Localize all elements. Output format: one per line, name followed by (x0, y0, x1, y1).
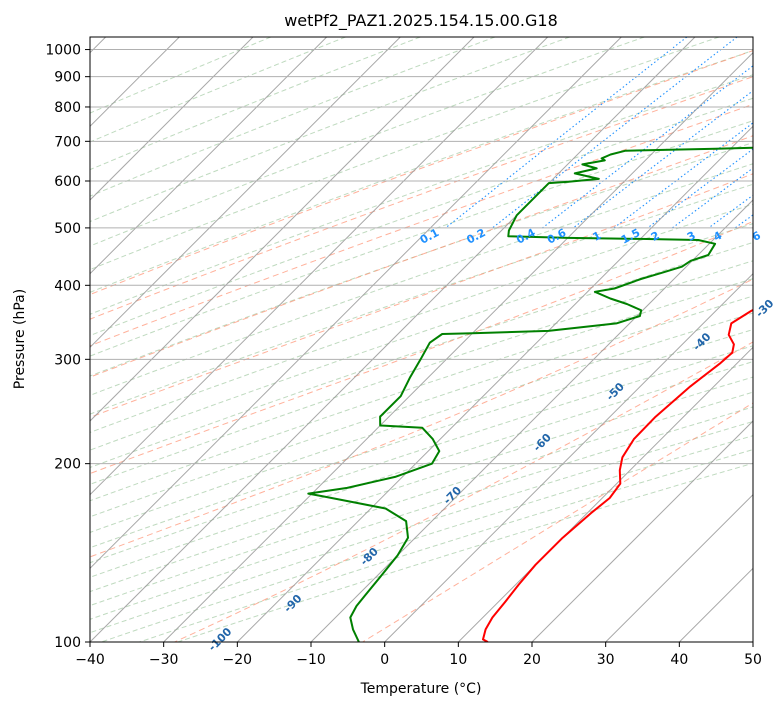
x-tick-label: 30 (597, 652, 615, 668)
x-tick-label: 40 (670, 652, 688, 668)
dry-adiabat (90, 50, 753, 293)
dry-adiabat (90, 345, 753, 564)
isotherm (90, 37, 549, 496)
y-tick-label: 1000 (45, 43, 81, 59)
y-tick-label: 100 (54, 635, 81, 651)
y-tick-label: 900 (54, 70, 81, 86)
x-axis: −40 −30 −20 −10 0 10 20 30 40 50 (75, 642, 762, 668)
dry-adiabat (90, 241, 753, 469)
isotherm (531, 420, 753, 642)
dewpoint-profile (307, 146, 753, 642)
dry-adiabat-label: -30 (753, 297, 775, 320)
y-tick-label: 500 (54, 221, 81, 237)
moist-adiabat (90, 76, 753, 320)
dry-adiabat (90, 37, 346, 143)
dry-adiabat (90, 361, 753, 578)
profiles (307, 146, 753, 642)
plot-area (90, 37, 753, 642)
temperature-profile (482, 308, 753, 642)
mixing-ratio-line (572, 90, 753, 229)
moist-adiabat (90, 173, 753, 418)
isotherm (310, 199, 753, 642)
plot-frame (89, 36, 754, 643)
y-tick-label: 400 (54, 278, 81, 294)
isotherm (90, 37, 475, 422)
mixing-ratio-line (672, 167, 753, 229)
dry-adiabat (90, 329, 753, 549)
dry-adiabat (90, 37, 421, 171)
x-tick-label: 50 (744, 652, 762, 668)
isotherm (163, 51, 753, 642)
y-axis: 1000 900 800 700 600 500 400 300 200 100 (45, 43, 90, 651)
moist-adiabat (90, 50, 753, 296)
isotherm (90, 37, 622, 570)
isotherm (90, 37, 254, 201)
dry-adiabat (90, 163, 753, 396)
isotherm (752, 641, 753, 642)
x-tick-label: −30 (149, 652, 179, 668)
x-tick-label: 0 (380, 652, 389, 668)
isotherm (90, 37, 401, 349)
x-tick-label: −20 (223, 652, 253, 668)
isotherm (236, 125, 753, 642)
dry-adiabat (90, 142, 753, 377)
dry-adiabat (90, 278, 753, 502)
isotherm (384, 272, 753, 642)
x-axis-label: Temperature (°C) (360, 681, 482, 697)
y-axis-label: Pressure (hPa) (12, 289, 28, 389)
dry-adiabat (90, 97, 753, 337)
y-tick-label: 200 (54, 457, 81, 473)
dry-adiabat (90, 376, 753, 593)
isotherm (605, 493, 753, 642)
isotherm (90, 37, 328, 275)
reference-lines (90, 37, 753, 642)
isotherm (90, 37, 696, 642)
y-tick-label: 600 (54, 174, 81, 190)
chart-title: wetPf2_PAZ1.2025.154.15.00.G18 (284, 11, 558, 31)
dry-adiabat (90, 295, 753, 518)
dry-adiabat (90, 37, 570, 223)
x-tick-label: −40 (75, 652, 105, 668)
mixing-ratio-line (542, 65, 753, 229)
x-tick-label: 10 (449, 652, 467, 668)
x-tick-label: 20 (523, 652, 541, 668)
moist-adiabat (90, 278, 753, 558)
dry-adiabat (90, 312, 753, 533)
y-tick-label: 300 (54, 352, 81, 368)
dry-adiabat (90, 37, 720, 271)
dry-adiabat (90, 391, 753, 607)
x-tick-label: −10 (296, 652, 326, 668)
gridlines (90, 37, 753, 642)
y-tick-label: 700 (54, 134, 81, 150)
dry-adiabat (90, 37, 496, 197)
y-tick-label: 800 (54, 100, 81, 116)
